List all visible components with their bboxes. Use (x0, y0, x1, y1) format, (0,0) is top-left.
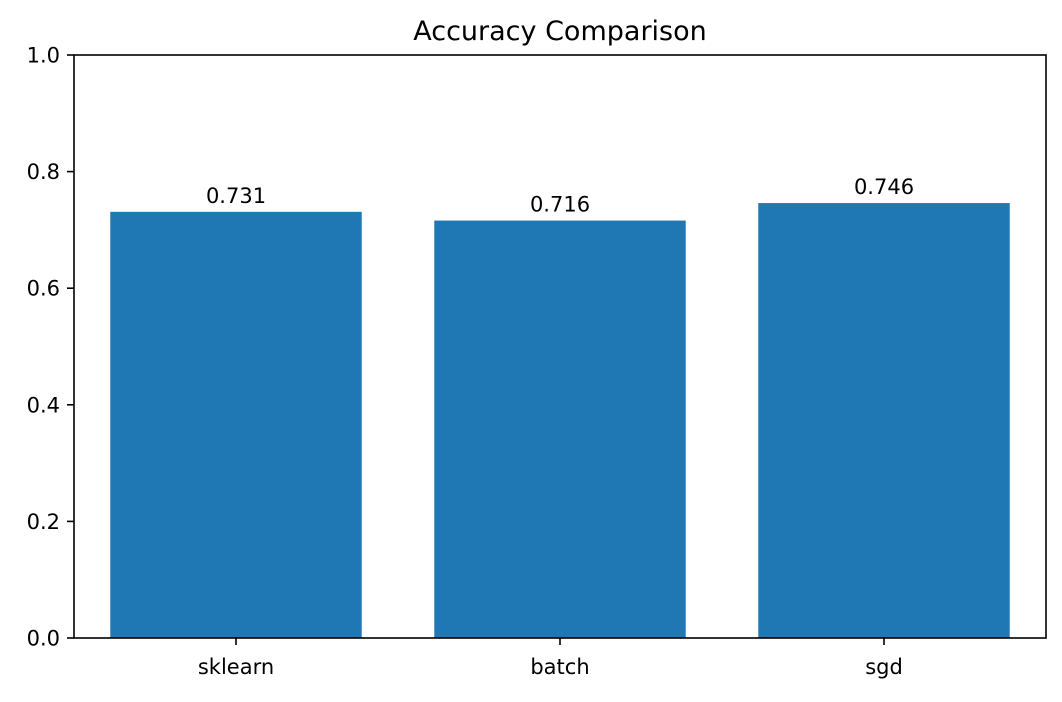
x-tick-label-sgd: sgd (865, 655, 903, 679)
y-tick-label-3: 0.6 (27, 277, 60, 301)
bar-sgd (758, 203, 1010, 638)
x-tick-label-sklearn: sklearn (198, 655, 274, 679)
y-tick-label-1: 0.2 (27, 510, 60, 534)
bar-value-label-sgd: 0.746 (854, 175, 914, 199)
x-axis: sklearn batch sgd (198, 638, 903, 679)
bar-value-label-batch: 0.716 (530, 193, 590, 217)
bar-sklearn (110, 211, 362, 638)
y-axis: 0.0 0.2 0.4 0.6 0.8 1.0 (27, 44, 74, 651)
bar-value-label-sklearn: 0.731 (206, 184, 266, 208)
bar-batch (434, 220, 686, 638)
chart-title: Accuracy Comparison (413, 16, 707, 47)
y-tick-label-5: 1.0 (27, 44, 60, 68)
bars-layer (110, 203, 1010, 638)
bar-value-labels: 0.731 0.716 0.746 (206, 175, 914, 216)
plot-frame (73, 54, 1047, 639)
y-tick-label-2: 0.4 (27, 393, 60, 417)
y-tick-label-0: 0.0 (27, 627, 60, 651)
x-tick-label-batch: batch (530, 655, 589, 679)
y-tick-label-4: 0.8 (27, 160, 60, 184)
